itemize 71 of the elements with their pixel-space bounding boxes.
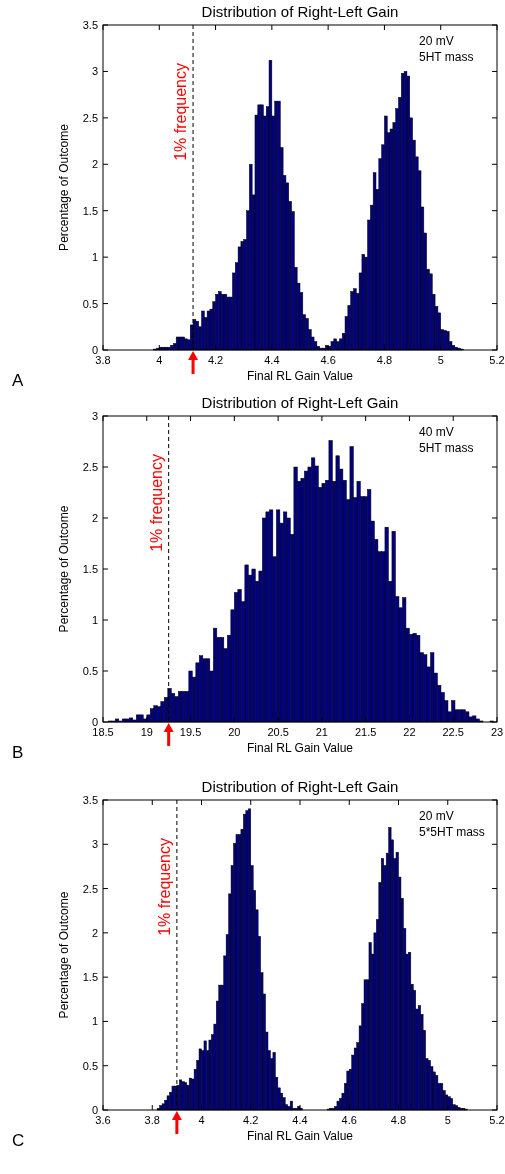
y-tick-label: 0 xyxy=(91,1104,98,1116)
x-axis-title: Final RL Gain Value xyxy=(246,369,354,383)
chart-title: Distribution of Right-Left Gain xyxy=(201,3,399,20)
x-tick-label: 3.6 xyxy=(95,1114,111,1126)
y-tick-label: 1 xyxy=(91,1015,98,1028)
x-tick-label: 4.8 xyxy=(376,354,393,366)
y-tick-label: 2 xyxy=(91,158,98,171)
y-tick-label: 2.5 xyxy=(82,461,98,473)
x-tick-label: 3.8 xyxy=(95,354,111,366)
annotation: 5HT mass xyxy=(419,441,474,455)
y-axis-title: Percentage of Outcome xyxy=(57,891,71,1019)
y-tick-label: 0.5 xyxy=(82,665,98,677)
x-tick-label: 4.2 xyxy=(207,354,224,366)
y-axis-title: Percentage of Outcome xyxy=(57,123,71,251)
y-tick-label: 3 xyxy=(91,410,98,422)
y-tick-label: 0 xyxy=(91,344,98,356)
annotation: 5HT mass xyxy=(419,50,474,64)
x-axis-title: Final RL Gain Value xyxy=(246,741,354,755)
y-tick-label: 2 xyxy=(91,926,98,939)
y-tick-label: 3.5 xyxy=(82,794,98,806)
chart-title: Distribution of Right-Left Gain xyxy=(201,394,399,411)
x-tick-label: 4.8 xyxy=(390,1114,407,1126)
x-tick-label: 3.8 xyxy=(144,1114,160,1126)
x-tick-label: 20.5 xyxy=(267,726,289,738)
x-tick-label: 5 xyxy=(444,1114,451,1126)
ref-line-label: 1% frequency xyxy=(155,838,173,936)
y-tick-label: 1.5 xyxy=(82,204,98,217)
y-tick-label: 1 xyxy=(91,614,98,626)
y-tick-label: 1.5 xyxy=(82,971,98,984)
text: A xyxy=(12,371,24,390)
y-tick-label: 2.5 xyxy=(82,111,98,124)
ref-line-label: 1% frequency xyxy=(172,63,190,161)
y-tick-label: 3 xyxy=(91,65,98,78)
y-tick-label: 1.5 xyxy=(82,563,98,575)
annotation: 20 mV xyxy=(419,34,454,48)
y-tick-label: 0.5 xyxy=(82,1059,98,1072)
y-axis-title: Percentage of Outcome xyxy=(57,505,71,633)
x-tick-label: 19.5 xyxy=(179,726,202,738)
x-tick-label: 18.5 xyxy=(92,726,114,738)
x-tick-label: 20 xyxy=(228,726,241,738)
x-tick-label: 23 xyxy=(490,726,504,738)
y-tick-label: 2.5 xyxy=(82,882,98,895)
annotation: 20 mV xyxy=(419,809,454,823)
x-tick-label: 5 xyxy=(437,354,444,366)
text: B xyxy=(12,743,24,762)
y-tick-label: 2 xyxy=(91,512,98,524)
x-tick-label: 4.4 xyxy=(292,1114,308,1126)
x-tick-label: 4 xyxy=(198,1114,205,1126)
annotation: 5*5HT mass xyxy=(419,825,485,839)
y-tick-label: 0 xyxy=(91,716,98,728)
x-tick-label: 22.5 xyxy=(442,726,464,738)
x-tick-label: 4.6 xyxy=(341,1114,357,1126)
annotation: 40 mV xyxy=(419,425,454,439)
x-tick-label: 4 xyxy=(156,354,163,366)
y-tick-label: 0.5 xyxy=(82,297,98,310)
x-axis-title: Final RL Gain Value xyxy=(246,1129,354,1143)
ref-line-label: 1% frequency xyxy=(147,454,165,552)
x-tick-label: 4.6 xyxy=(320,354,336,366)
x-tick-label: 4.2 xyxy=(243,1114,259,1126)
x-tick-label: 4.4 xyxy=(264,354,280,366)
x-tick-label: 22 xyxy=(403,726,416,738)
y-tick-label: 1 xyxy=(91,251,98,264)
x-tick-label: 21.5 xyxy=(354,726,377,738)
x-tick-label: 5.2 xyxy=(489,354,505,366)
chart-title: Distribution of Right-Left Gain xyxy=(201,778,399,795)
y-tick-label: 3.5 xyxy=(82,19,98,31)
text: C xyxy=(12,1131,25,1150)
x-tick-label: 5.2 xyxy=(489,1114,505,1126)
x-tick-label: 19 xyxy=(140,726,153,738)
y-tick-label: 3 xyxy=(91,838,98,851)
x-tick-label: 21 xyxy=(315,726,329,738)
